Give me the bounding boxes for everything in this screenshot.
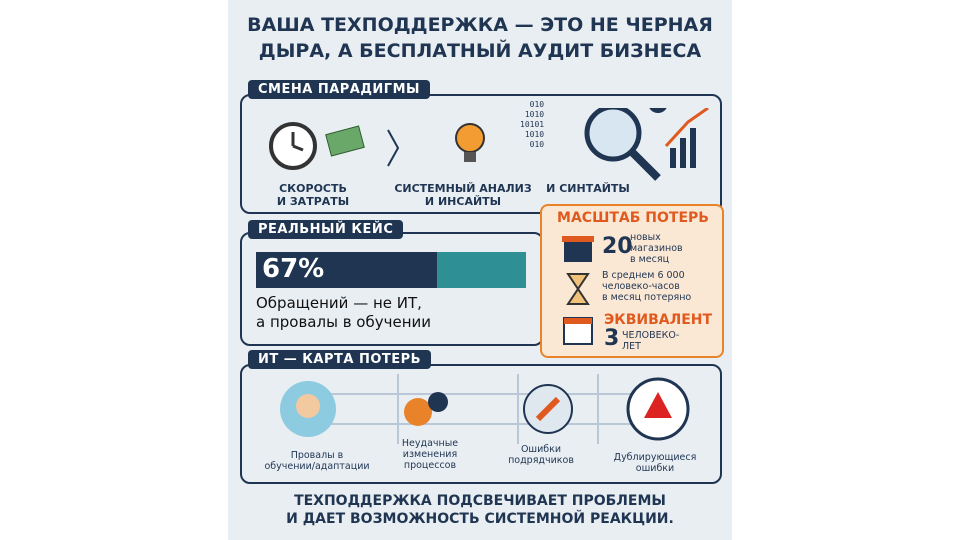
paradigm-item: СИСТЕМНЫЙ АНАЛИЗ И ИНСАЙТЫ	[394, 182, 532, 208]
losses-heading: МАСШТАБ ПОТЕРЬ	[557, 210, 709, 226]
map-item: Провалы в обучении/адаптации	[264, 450, 370, 472]
title: ВАША ТЕХПОДДЕРЖКА — ЭТО НЕ ЧЕРНАЯ ДЫРА, …	[247, 14, 713, 62]
map-item: Неудачные изменения процессов	[401, 438, 459, 471]
case-caption: Обращений — не ИТ, а провалы в обучении	[256, 294, 432, 331]
case-heading: РЕАЛЬНЫЙ КЕЙС	[248, 220, 404, 239]
map-item: Ошибки подрядчиков	[508, 444, 574, 466]
years-text: ЧЕЛОВЕКО- ЛЕТ	[622, 330, 680, 352]
paradigm-box	[240, 94, 722, 214]
binary-text: 010 1010 10101 1010 010	[520, 100, 545, 149]
map-icons	[280, 374, 690, 444]
paradigm-item: СКОРОСТЬ И ЗАТРАТЫ	[276, 182, 350, 208]
footer: ТЕХПОДДЕРЖКА ПОДСВЕЧИВАЕТ ПРОБЛЕМЫ И ДАЕ…	[286, 493, 674, 527]
losses-icons	[562, 236, 594, 345]
map-heading: ИТ — КАРТА ПОТЕРЬ	[248, 350, 432, 369]
infographic: ВАША ТЕХПОДДЕРЖКА — ЭТО НЕ ЧЕРНАЯ ДЫРА, …	[228, 0, 732, 540]
stores-number: 20	[602, 234, 633, 259]
years-number: 3	[604, 326, 620, 351]
paradigm-icons	[269, 108, 709, 181]
equivalent-heading: ЭКВИВАЛЕНТ	[604, 312, 713, 328]
map-box	[240, 364, 722, 484]
paradigm-item: И СИНТАЙТЫ	[546, 182, 630, 195]
map-item: Дублирующиеся ошибки	[613, 452, 697, 474]
paradigm-heading: СМЕНА ПАРАДИГМЫ	[248, 80, 431, 99]
stores-text: новых магазинов в месяц	[630, 232, 683, 265]
stat-label: 67%	[262, 254, 325, 284]
progress-fill	[256, 252, 437, 288]
hours-text: В среднем 6 000 человеко-часов в месяц п…	[602, 270, 692, 303]
